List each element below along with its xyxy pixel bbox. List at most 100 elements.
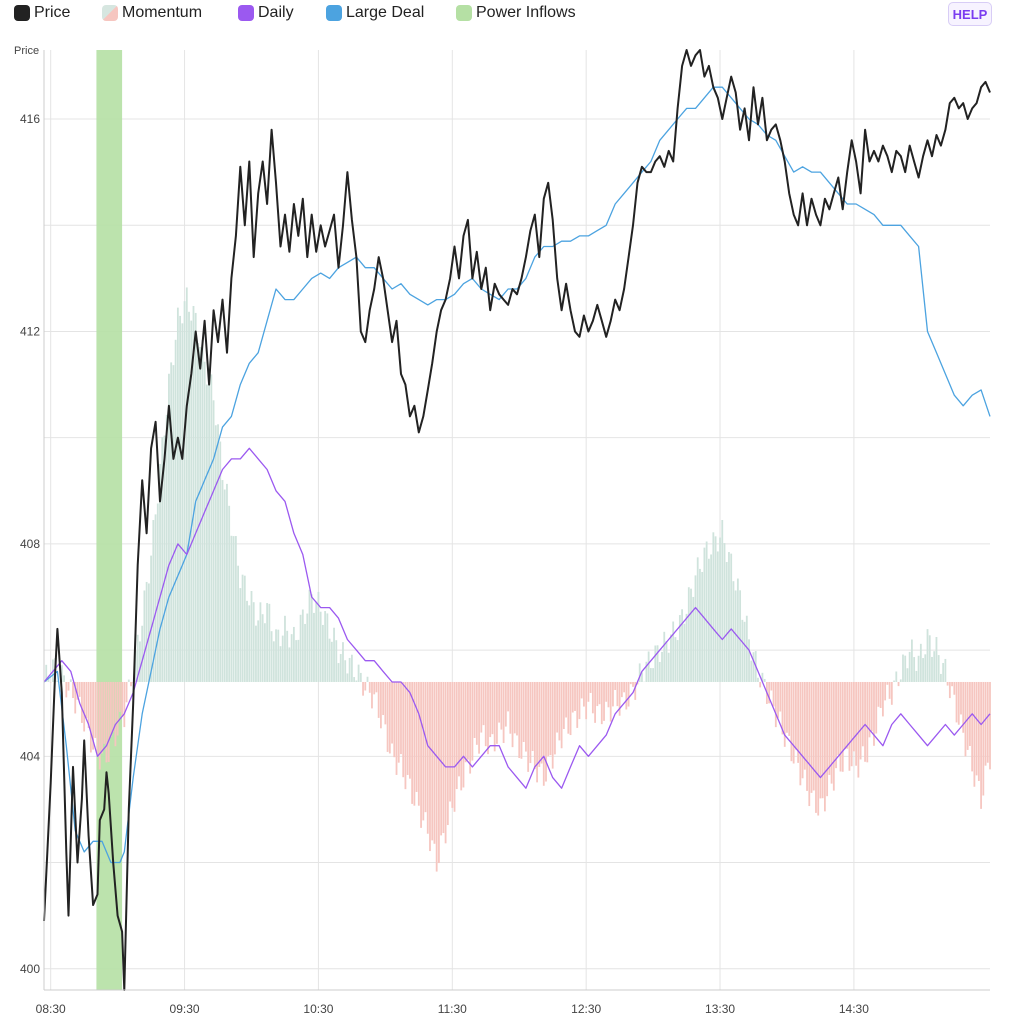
momentum-bar (556, 681, 559, 733)
momentum-bar (411, 681, 414, 804)
momentum-bar (614, 681, 617, 690)
momentum-bar (730, 553, 733, 682)
momentum-bar (623, 681, 625, 693)
legend-item-price[interactable]: Price (14, 4, 70, 22)
momentum-bar (344, 660, 347, 682)
momentum-bar (750, 660, 753, 682)
momentum-bar (525, 681, 527, 752)
momentum-bar (752, 652, 755, 682)
momentum-bar (712, 532, 715, 682)
momentum-bar (969, 681, 971, 747)
momentum-bar (263, 623, 266, 682)
momentum-bar (609, 681, 612, 722)
momentum-bar (246, 600, 248, 682)
momentum-bar (444, 681, 447, 844)
momentum-bar (583, 681, 585, 707)
momentum-bar (810, 681, 813, 793)
momentum-bar (757, 677, 759, 682)
momentum-bar (350, 654, 353, 682)
momentum-bar (81, 681, 83, 723)
momentum-bar (284, 615, 286, 682)
momentum-bar (295, 640, 298, 682)
momentum-bar (844, 681, 846, 750)
momentum-bar (926, 629, 929, 682)
legend-swatch-momentum (102, 5, 118, 21)
momentum-bar (237, 565, 240, 682)
series-line-daily (43, 447, 991, 789)
momentum-bar (357, 664, 360, 682)
momentum-bar (154, 514, 157, 682)
momentum-bar (562, 681, 565, 730)
momentum-bar (194, 312, 197, 682)
momentum-bar (696, 557, 699, 682)
series-line-large-deal (43, 86, 991, 864)
momentum-bar (741, 619, 744, 682)
legend-item-daily[interactable]: Daily (238, 4, 294, 22)
momentum-bar (904, 655, 907, 682)
momentum-bar (241, 574, 244, 682)
momentum-bar (397, 681, 400, 763)
momentum-bar (261, 614, 264, 682)
momentum-bar (92, 681, 94, 750)
momentum-bar (576, 681, 579, 728)
momentum-bar (368, 681, 371, 693)
momentum-bar (136, 634, 139, 682)
momentum-bar (745, 615, 748, 682)
help-button[interactable]: HELP (948, 2, 992, 26)
momentum-bar (652, 668, 654, 682)
momentum-bar (886, 681, 889, 685)
x-tick-label: 08:30 (36, 1002, 66, 1016)
momentum-bar (806, 681, 808, 791)
momentum-bar (982, 681, 985, 796)
momentum-bar (159, 463, 161, 682)
legend-item-power-inflows[interactable]: Power Inflows (456, 4, 576, 22)
momentum-bar (116, 681, 119, 736)
momentum-bar (902, 654, 904, 682)
momentum-bar (165, 414, 168, 682)
legend-item-large-deal[interactable]: Large Deal (326, 4, 424, 22)
momentum-bar (134, 650, 137, 682)
momentum-bar (190, 320, 193, 682)
momentum-bar (371, 681, 373, 709)
power-inflows-band (96, 50, 123, 990)
momentum-bar (598, 681, 601, 705)
momentum-bar (226, 483, 228, 682)
momentum-bar (699, 568, 701, 682)
momentum-bar (520, 681, 523, 759)
momentum-bar (259, 602, 262, 682)
momentum-bar (188, 311, 190, 682)
momentum-bar (832, 681, 835, 791)
momentum-bar (919, 643, 922, 682)
momentum-bar (629, 681, 632, 685)
momentum-bar (794, 681, 797, 750)
momentum-bar (545, 681, 547, 782)
momentum-bar (333, 627, 335, 682)
momentum-bar (797, 681, 800, 763)
momentum-bar (618, 681, 621, 716)
momentum-bar (290, 634, 293, 682)
momentum-bar (803, 681, 806, 770)
momentum-bar (569, 681, 572, 736)
momentum-bar (815, 681, 817, 813)
momentum-bar (192, 305, 195, 682)
momentum-bar (469, 681, 472, 774)
momentum-bar (703, 547, 706, 682)
momentum-bar (957, 681, 960, 725)
momentum-bar (788, 681, 791, 736)
momentum-bar (114, 681, 117, 747)
momentum-bar (839, 681, 842, 772)
momentum-bar (380, 681, 382, 729)
momentum-bar (125, 681, 128, 703)
momentum-bar (504, 681, 507, 727)
momentum-bar (658, 661, 661, 682)
momentum-bar (212, 400, 215, 682)
momentum-bar (286, 630, 289, 682)
momentum-bar (808, 681, 811, 807)
momentum-bar (654, 645, 657, 682)
momentum-bar (455, 681, 458, 790)
legend-label-large-deal: Large Deal (346, 4, 425, 21)
momentum-bar (74, 681, 77, 714)
legend-item-momentum[interactable]: Momentum (102, 4, 202, 22)
momentum-bar (292, 626, 295, 682)
